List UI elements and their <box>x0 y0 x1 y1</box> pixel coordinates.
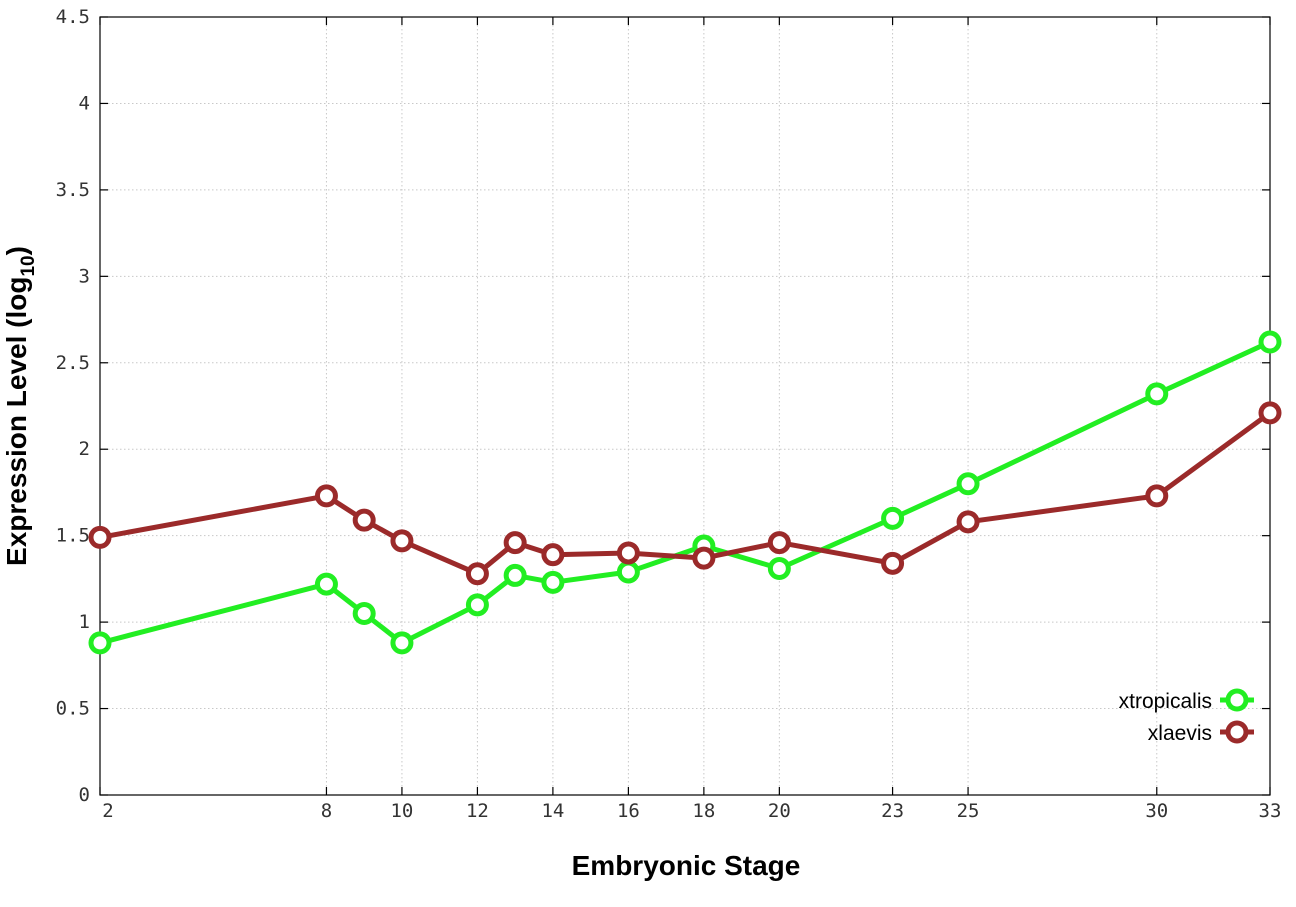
data-point-xlaevis <box>314 484 338 508</box>
x-tick-label: 2 <box>102 800 113 822</box>
x-tick-label: 12 <box>466 800 489 822</box>
y-tick-label: 3.5 <box>56 179 90 201</box>
legend-marker-xtropicalis <box>1225 688 1249 712</box>
y-tick-label: 2 <box>79 438 90 460</box>
legend-label-xlaevis: xlaevis <box>1148 722 1212 745</box>
data-point-xlaevis <box>616 541 640 565</box>
data-point-xtropicalis <box>503 563 527 587</box>
x-tick-label: 10 <box>390 800 413 822</box>
y-tick-label: 1.5 <box>56 525 90 547</box>
data-point-xlaevis <box>1258 401 1282 425</box>
y-tick-label: 1 <box>79 611 90 633</box>
data-point-xlaevis <box>88 525 112 549</box>
y-tick-label: 4 <box>79 92 90 114</box>
data-point-xtropicalis <box>767 557 791 581</box>
data-point-xtropicalis <box>1145 382 1169 406</box>
x-tick-label: 23 <box>881 800 904 822</box>
y-tick-label: 4.5 <box>56 6 90 28</box>
data-point-xlaevis <box>390 529 414 553</box>
data-point-xlaevis <box>1145 484 1169 508</box>
plot-frame <box>99 16 1271 796</box>
x-tick-label: 16 <box>617 800 640 822</box>
x-tick-label: 20 <box>768 800 791 822</box>
data-point-xtropicalis <box>314 572 338 596</box>
data-point-xlaevis <box>503 531 527 555</box>
x-tick-label: 14 <box>541 800 564 822</box>
data-point-xtropicalis <box>465 593 489 617</box>
data-point-xtropicalis <box>352 601 376 625</box>
x-axis-title: Embryonic Stage <box>572 850 801 881</box>
data-point-xtropicalis <box>616 560 640 584</box>
y-tick-label: 0 <box>79 784 90 806</box>
y-tick-label: 3 <box>79 265 90 287</box>
legend-label-xtropicalis: xtropicalis <box>1119 690 1212 713</box>
data-point-xlaevis <box>767 531 791 555</box>
data-point-xlaevis <box>541 543 565 567</box>
x-tick-label: 8 <box>321 800 332 822</box>
data-point-xtropicalis <box>1258 330 1282 354</box>
x-tick-label: 25 <box>957 800 980 822</box>
series-line-xlaevis <box>99 410 1272 577</box>
data-point-xlaevis <box>956 510 980 534</box>
x-tick-label: 30 <box>1145 800 1168 822</box>
legend: xtropicalis xlaevis <box>1119 688 1254 745</box>
data-point-xlaevis <box>465 562 489 586</box>
x-tick-label: 18 <box>692 800 715 822</box>
y-tick-label: 0.5 <box>56 698 90 720</box>
y-tick-label: 2.5 <box>56 352 90 374</box>
axis-ticks: 0 0.5 1 1.5 2 2.5 3 3.5 4 4.5 2 8 10 12 14 16 18 20 23 25 30… <box>56 6 1282 822</box>
y-axis-title-close: ) <box>1 246 32 255</box>
data-point-xlaevis <box>352 508 376 532</box>
data-point-xtropicalis <box>881 506 905 530</box>
x-tick-label: 33 <box>1259 800 1282 822</box>
y-axis-title: Expression Level (log10) <box>1 246 39 566</box>
data-point-xtropicalis <box>390 631 414 655</box>
data-point-xlaevis <box>881 551 905 575</box>
legend-marker-xlaevis <box>1225 720 1249 744</box>
series-line-xtropicalis <box>99 339 1272 646</box>
y-axis-title-subscript: 10 <box>18 255 39 276</box>
grid-lines <box>100 17 1270 795</box>
data-point-xtropicalis <box>88 631 112 655</box>
series-layer <box>88 330 1282 655</box>
data-point-xtropicalis <box>956 472 980 496</box>
y-axis-title-main: Expression Level (log <box>1 277 32 566</box>
data-point-xtropicalis <box>541 570 565 594</box>
data-point-xlaevis <box>692 546 716 570</box>
